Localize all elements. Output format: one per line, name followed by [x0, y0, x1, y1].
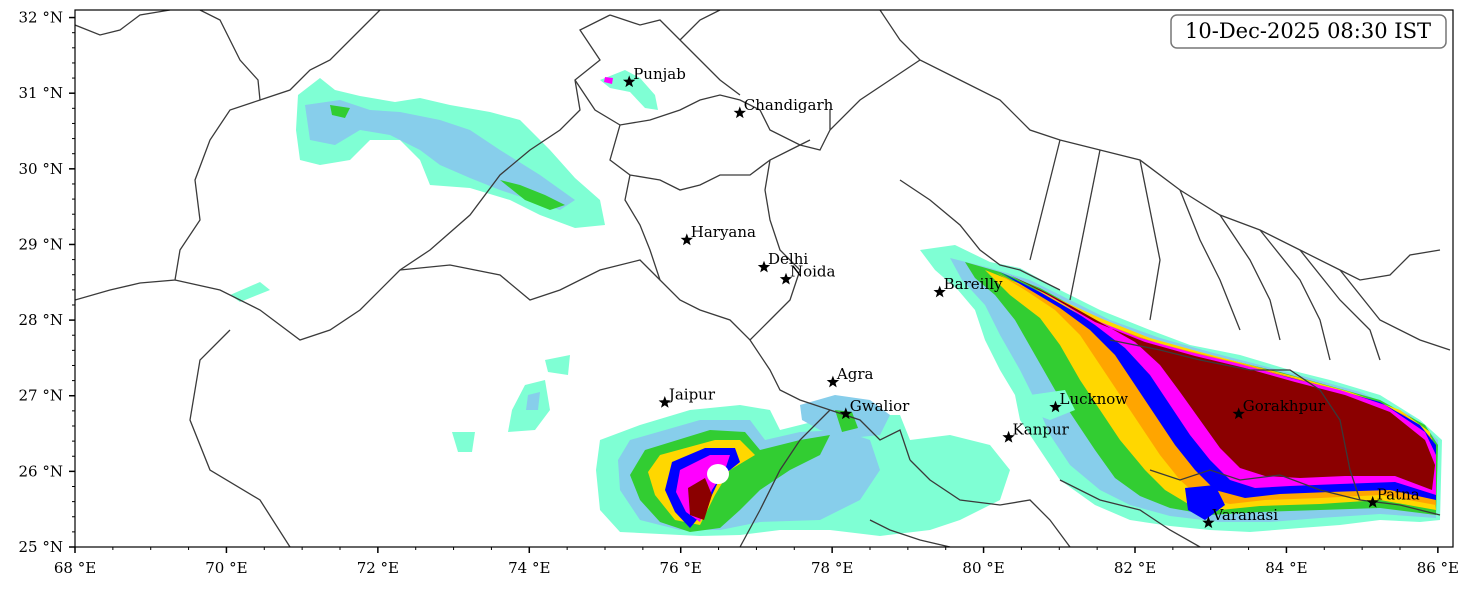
x-tick-label: 82 °E: [1114, 559, 1156, 577]
city-label: Gorakhpur: [1243, 397, 1326, 415]
x-tick-label: 68 °E: [54, 559, 96, 577]
city-star-icon: [779, 272, 793, 285]
city-star-icon: [1002, 430, 1015, 443]
city-label: Gwalior: [850, 397, 910, 415]
x-tick-label: 72 °E: [357, 559, 399, 577]
y-tick-label: 30 °N: [19, 160, 63, 178]
plot-frame: [74, 9, 1454, 548]
y-tick-label: 27 °N: [19, 387, 63, 405]
y-tick-label: 32 °N: [19, 9, 63, 27]
city-star-icon: [1049, 400, 1062, 413]
city-label: Bareilly: [944, 275, 1003, 293]
precip-contours: [230, 70, 1442, 536]
city-label: Jaipur: [667, 386, 716, 404]
city-star-icon: [1366, 495, 1379, 508]
city-star-icon: [623, 75, 636, 88]
y-axis: 25 °N 26 °N 27 °N 28 °N 29 °N 30 °N 31 °N 32 °N: [19, 9, 75, 556]
city-label: Lucknow: [1060, 390, 1129, 408]
y-tick-label: 29 °N: [19, 235, 63, 253]
city-label: Varanasi: [1211, 506, 1278, 524]
city-star-icon: [733, 106, 746, 119]
country-state-borders: [75, 10, 1451, 547]
city-label: Chandigarh: [744, 96, 834, 114]
x-tick-label: 84 °E: [1265, 559, 1307, 577]
city-star-icon: [839, 407, 852, 420]
city-label: Kanpur: [1013, 420, 1070, 438]
city-star-icon: [757, 260, 771, 273]
y-tick-label: 26 °N: [19, 462, 63, 480]
city-label: Punjab: [633, 65, 686, 83]
city-star-icon: [933, 285, 946, 298]
city-star-icon: [826, 375, 840, 388]
y-tick-label: 28 °N: [19, 311, 63, 329]
city-label: Noida: [790, 262, 836, 280]
city-star-icon: [1232, 407, 1245, 420]
x-tick-label: 86 °E: [1417, 559, 1459, 577]
city-label: Patna: [1377, 485, 1420, 503]
city-star-icon: [658, 396, 671, 408]
city-label: Agra: [836, 365, 874, 383]
x-tick-label: 80 °E: [962, 559, 1004, 577]
x-tick-label: 78 °E: [811, 559, 853, 577]
city-label: Delhi: [768, 250, 808, 268]
timestamp-text: 10-Dec-2025 08:30 IST: [1185, 19, 1431, 43]
x-tick-label: 76 °E: [660, 559, 702, 577]
city-label: Haryana: [691, 223, 756, 241]
timestamp-box: 10-Dec-2025 08:30 IST: [1170, 14, 1447, 49]
y-tick-label: 31 °N: [19, 84, 63, 102]
x-tick-label: 70 °E: [205, 559, 247, 577]
y-tick-label: 25 °N: [19, 538, 63, 556]
city-star-icon: [680, 233, 693, 246]
x-axis: 68 °E 70 °E 72 °E 74 °E 76 °E 78 °E 80 °E 82 °E…: [54, 547, 1459, 577]
x-tick-label: 74 °E: [508, 559, 550, 577]
city-star-icon: [1202, 516, 1215, 529]
